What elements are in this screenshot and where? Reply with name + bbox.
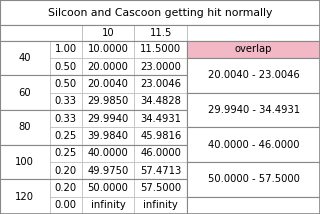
Bar [82, 92, 134, 110]
Bar [134, 75, 187, 92]
Text: 0.33: 0.33 [55, 96, 76, 106]
Text: 50.0000 - 57.5000: 50.0000 - 57.5000 [208, 174, 300, 184]
Bar [82, 196, 134, 214]
Text: 57.4713: 57.4713 [140, 166, 181, 175]
Bar [134, 25, 187, 40]
Text: 0.50: 0.50 [54, 79, 77, 89]
Bar [50, 92, 82, 110]
Text: 0.33: 0.33 [55, 114, 76, 123]
Bar [134, 58, 187, 75]
Bar [134, 162, 187, 179]
Text: 10: 10 [102, 28, 114, 38]
Bar [0, 144, 50, 179]
Bar [134, 92, 187, 110]
Text: 120: 120 [15, 192, 34, 202]
Bar [82, 144, 134, 162]
Bar [0, 179, 187, 214]
Bar [50, 162, 82, 179]
Bar [134, 40, 187, 58]
Text: 50.0000: 50.0000 [88, 183, 128, 193]
Bar [187, 92, 320, 127]
Text: 29.9940 - 34.4931: 29.9940 - 34.4931 [208, 105, 300, 115]
Text: 29.9850: 29.9850 [87, 96, 129, 106]
Text: 0.25: 0.25 [54, 131, 77, 141]
Bar [187, 58, 320, 92]
Text: 11.5000: 11.5000 [140, 44, 181, 54]
Bar [82, 179, 134, 196]
Bar [134, 110, 187, 127]
Bar [187, 196, 320, 214]
Text: 46.0000: 46.0000 [140, 148, 181, 158]
Text: 0.50: 0.50 [54, 62, 77, 71]
Bar [0, 144, 187, 179]
Text: 39.9840: 39.9840 [87, 131, 129, 141]
Bar [187, 40, 320, 58]
Text: 60: 60 [19, 88, 31, 98]
Text: 0.20: 0.20 [54, 166, 77, 175]
Bar [0, 0, 320, 25]
Bar [0, 179, 50, 214]
Bar [82, 75, 134, 92]
Bar [82, 110, 134, 127]
Text: 1.00: 1.00 [54, 44, 77, 54]
Text: 100: 100 [15, 157, 34, 167]
Text: 0.00: 0.00 [55, 200, 76, 210]
Bar [0, 75, 187, 110]
Bar [50, 58, 82, 75]
Bar [50, 40, 82, 58]
Bar [134, 127, 187, 145]
Bar [50, 127, 82, 145]
Bar [0, 75, 50, 110]
Bar [134, 179, 187, 196]
Bar [50, 179, 82, 196]
Text: 34.4931: 34.4931 [140, 114, 181, 123]
Bar [0, 40, 187, 75]
Bar [0, 110, 50, 144]
Text: 11.5: 11.5 [150, 28, 172, 38]
Bar [187, 127, 320, 162]
Bar [0, 40, 50, 75]
Bar [50, 75, 82, 92]
Text: 40.0000 - 46.0000: 40.0000 - 46.0000 [208, 140, 299, 150]
Bar [187, 25, 320, 40]
Text: 45.9816: 45.9816 [140, 131, 181, 141]
Bar [50, 110, 82, 127]
Bar [0, 25, 82, 40]
Text: 20.0000: 20.0000 [88, 62, 128, 71]
Text: 34.4828: 34.4828 [140, 96, 181, 106]
Text: 10.0000: 10.0000 [88, 44, 128, 54]
Text: 0.20: 0.20 [54, 183, 77, 193]
Text: Silcoon and Cascoon getting hit normally: Silcoon and Cascoon getting hit normally [48, 8, 272, 18]
Bar [82, 127, 134, 145]
Text: 57.5000: 57.5000 [140, 183, 181, 193]
Bar [134, 144, 187, 162]
Bar [134, 196, 187, 214]
Text: 29.9940: 29.9940 [87, 114, 129, 123]
Text: 23.0000: 23.0000 [140, 62, 181, 71]
Bar [0, 25, 320, 40]
Bar [50, 196, 82, 214]
Text: 80: 80 [19, 122, 31, 132]
Bar [50, 144, 82, 162]
Text: infinity: infinity [143, 200, 178, 210]
Text: 20.0040: 20.0040 [88, 79, 128, 89]
Text: overlap: overlap [235, 44, 272, 54]
Text: 40.0000: 40.0000 [88, 148, 128, 158]
Bar [0, 110, 187, 144]
Bar [82, 58, 134, 75]
Text: 23.0046: 23.0046 [140, 79, 181, 89]
Bar [82, 25, 134, 40]
Text: infinity: infinity [91, 200, 125, 210]
Bar [82, 162, 134, 179]
Text: 40: 40 [19, 53, 31, 63]
Bar [187, 162, 320, 196]
Text: 0.25: 0.25 [54, 148, 77, 158]
Text: 20.0040 - 23.0046: 20.0040 - 23.0046 [208, 70, 300, 80]
Text: 49.9750: 49.9750 [87, 166, 129, 175]
Bar [82, 40, 134, 58]
